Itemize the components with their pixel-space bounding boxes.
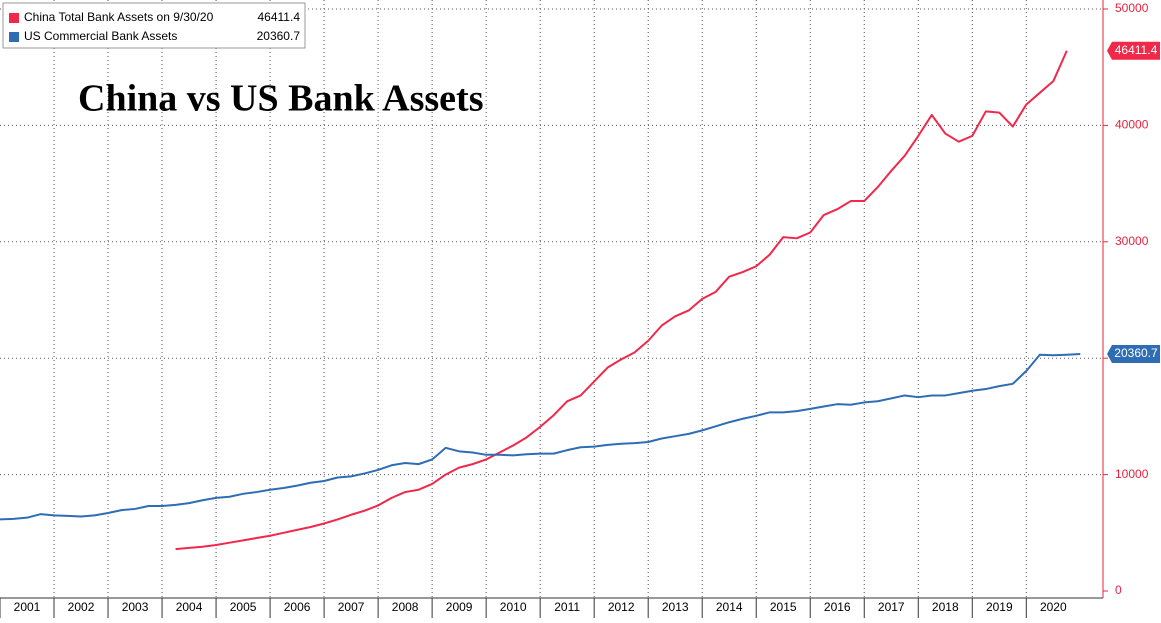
legend-swatch (9, 13, 19, 23)
last-value-box (1107, 41, 1160, 60)
series-line (175, 50, 1068, 551)
y-tick-label: 10000 (1115, 467, 1149, 481)
x-tick-label: 2014 (716, 600, 743, 614)
legend-label: US Commercial Bank Assets (24, 29, 177, 43)
x-tick-label: 2016 (824, 600, 851, 614)
x-tick-label: 2006 (284, 600, 311, 614)
x-tick-label: 2001 (14, 600, 41, 614)
x-tick-label: 2015 (770, 600, 797, 614)
x-tick-label: 2003 (122, 600, 149, 614)
last-value-label: 46411.4 (1115, 43, 1158, 57)
x-tick-label: 2009 (446, 600, 473, 614)
x-tick-label: 2013 (662, 600, 689, 614)
x-tick-label: 2005 (230, 600, 257, 614)
x-tick-label: 2008 (392, 600, 419, 614)
legend-swatch (9, 32, 19, 42)
chart-title: China vs US Bank Assets (78, 78, 483, 120)
y-tick-label: 40000 (1115, 118, 1149, 132)
x-tick-label: 2020 (1040, 600, 1067, 614)
y-tick-label: 30000 (1115, 234, 1149, 248)
x-tick-label: 2007 (338, 600, 365, 614)
series-line (0, 353, 1081, 521)
x-tick-label: 2002 (68, 600, 95, 614)
last-value-label: 20360.7 (1114, 346, 1158, 360)
last-value-box (1107, 345, 1160, 364)
legend-label: China Total Bank Assets on 9/30/20 (24, 10, 214, 24)
y-tick-label: 0 (1115, 583, 1122, 597)
lines (0, 50, 1081, 551)
x-tick-label: 2010 (500, 600, 527, 614)
x-tick-label: 2012 (608, 600, 635, 614)
x-tick-label: 2011 (554, 600, 580, 614)
legend-value: 20360.7 (257, 29, 301, 43)
x-tick-label: 2019 (986, 600, 1013, 614)
x-tick-label: 2017 (878, 600, 905, 614)
legend-box (2, 2, 306, 49)
x-tick-label: 2018 (932, 600, 959, 614)
x-tick-label: 2004 (176, 600, 203, 614)
legend: China Total Bank Assets on 9/30/20 46411.… (2, 2, 306, 49)
y-tick-label: 50000 (1115, 1, 1149, 15)
legend-value: 46411.4 (258, 10, 301, 24)
